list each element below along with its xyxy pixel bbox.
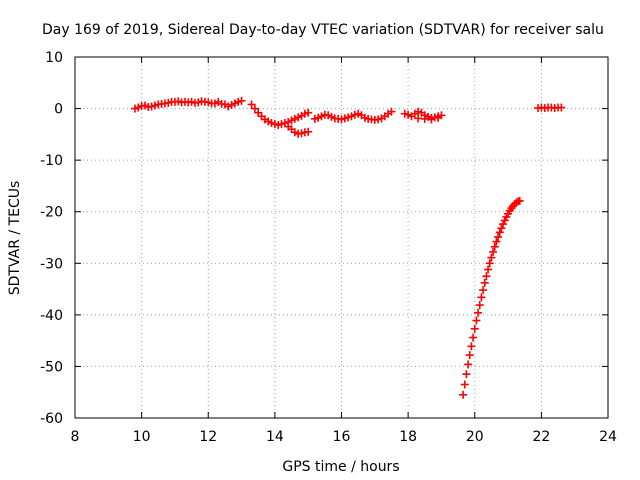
data-point <box>500 216 509 225</box>
data-point <box>469 333 478 342</box>
data-point <box>304 127 313 136</box>
y-tick-label: 0 <box>54 102 63 118</box>
data-point <box>494 232 503 241</box>
x-tick-label: 24 <box>599 429 617 445</box>
data-point <box>490 242 499 251</box>
data-point <box>482 272 491 281</box>
x-tick-label: 18 <box>399 429 417 445</box>
x-tick-label: 12 <box>199 429 217 445</box>
data-point <box>387 107 396 116</box>
data-point <box>485 259 494 268</box>
y-tick-label: -20 <box>40 205 63 221</box>
data-point <box>250 104 259 113</box>
data-point <box>247 100 256 109</box>
data-point <box>434 113 443 122</box>
data-point <box>465 351 474 360</box>
data-point <box>459 390 468 399</box>
data-point <box>497 224 506 233</box>
data-point <box>477 293 486 302</box>
y-axis-label: SDTVAR / TECUs <box>7 181 23 296</box>
y-tick-label: 10 <box>45 50 63 66</box>
data-point <box>462 370 471 379</box>
y-tick-label: -50 <box>40 359 63 375</box>
data-point <box>557 103 566 112</box>
data-point <box>480 278 489 287</box>
data-point <box>484 265 493 274</box>
data-point <box>460 380 469 389</box>
data-point <box>427 115 436 124</box>
data-point <box>492 237 501 246</box>
x-tick-label: 22 <box>532 429 550 445</box>
chart-title: Day 169 of 2019, Sidereal Day-to-day VTE… <box>42 22 604 38</box>
data-point <box>475 301 484 310</box>
x-axis-label: GPS time / hours <box>282 459 399 475</box>
data-point <box>489 247 498 256</box>
data-point <box>474 308 483 317</box>
x-tick-label: 8 <box>71 429 80 445</box>
y-tick-label: -40 <box>40 308 63 324</box>
data-point <box>467 342 476 351</box>
x-tick-label: 20 <box>466 429 484 445</box>
x-tick-label: 10 <box>133 429 151 445</box>
x-tick-label: 16 <box>333 429 351 445</box>
y-tick-label: -30 <box>40 256 63 272</box>
grid-lines <box>75 57 608 418</box>
axis-ticks: 8 10 12 14 16 18 20 22 24 10 0 -10 -20 -30 -40 -50 -60 <box>40 50 617 445</box>
y-tick-label: -10 <box>40 153 63 169</box>
data-point <box>304 108 313 117</box>
y-tick-label: -60 <box>40 411 63 427</box>
data-point <box>487 253 496 262</box>
data-point <box>499 220 508 229</box>
data-point <box>495 228 504 237</box>
x-tick-label: 14 <box>266 429 284 445</box>
data-point <box>479 286 488 295</box>
data-point <box>237 96 246 105</box>
data-point <box>472 316 481 325</box>
data-points <box>130 96 566 399</box>
data-point <box>515 196 524 205</box>
data-point <box>464 360 473 369</box>
data-point <box>470 324 479 333</box>
